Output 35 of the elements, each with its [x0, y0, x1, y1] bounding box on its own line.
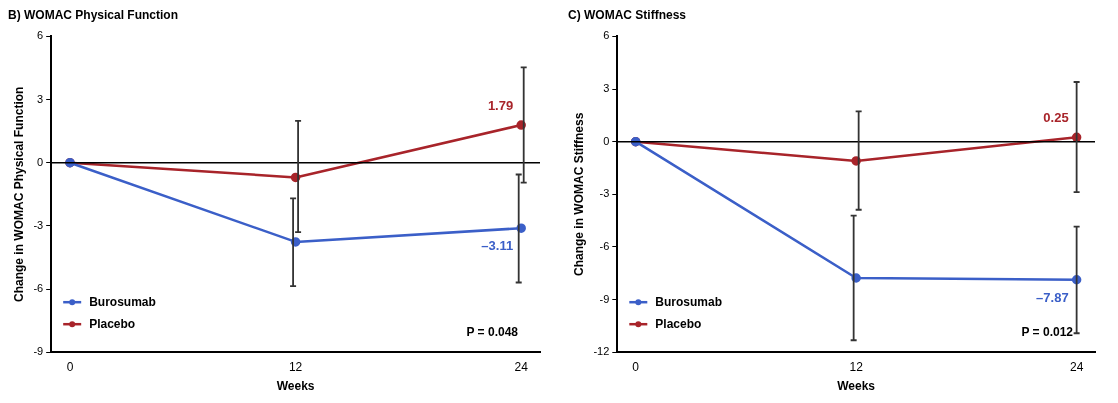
- legend-label: Placebo: [89, 316, 136, 331]
- x-tick-label: 0: [632, 359, 640, 374]
- legend-label: Burosumab: [655, 294, 722, 309]
- y-tick-label: 0: [37, 155, 44, 168]
- chart-title: C) WOMAC Stiffness: [568, 7, 687, 22]
- data-label: –7.87: [1036, 289, 1069, 305]
- data-label: –3.11: [481, 238, 514, 254]
- x-tick-label: 12: [288, 359, 303, 374]
- y-tick-label: 6: [603, 29, 610, 42]
- y-axis-title: Change in WOMAC Stiffness: [571, 112, 586, 276]
- x-axis-title: Weeks: [276, 379, 315, 394]
- y-tick-label: 6: [37, 29, 44, 42]
- y-tick-label: -9: [33, 345, 44, 358]
- chart-title: B) WOMAC Physical Function: [8, 7, 179, 22]
- y-tick-label: -12: [593, 345, 610, 358]
- y-tick-label: -3: [599, 187, 610, 200]
- y-tick-label: -9: [599, 292, 610, 305]
- y-axis-title: Change in WOMAC Physical Function: [11, 86, 26, 302]
- y-tick-label: 3: [603, 82, 610, 95]
- x-tick-label: 0: [66, 359, 74, 374]
- y-tick-label: -6: [33, 282, 44, 295]
- y-tick-label: 3: [37, 92, 44, 105]
- legend-label: Placebo: [655, 316, 702, 331]
- y-tick-label: 0: [603, 134, 610, 147]
- y-tick-label: -3: [33, 218, 44, 231]
- x-axis-title: Weeks: [837, 379, 876, 394]
- x-tick-label: 24: [514, 359, 529, 374]
- data-label: 1.79: [487, 98, 514, 114]
- data-label: 0.25: [1043, 110, 1069, 126]
- annotation: P = 0.048: [466, 324, 519, 339]
- legend-label: Burosumab: [89, 294, 156, 309]
- x-tick-label: 12: [849, 359, 864, 374]
- y-tick-label: -6: [599, 239, 610, 252]
- annotation: P = 0.012: [1021, 324, 1074, 339]
- x-tick-label: 24: [1069, 359, 1084, 374]
